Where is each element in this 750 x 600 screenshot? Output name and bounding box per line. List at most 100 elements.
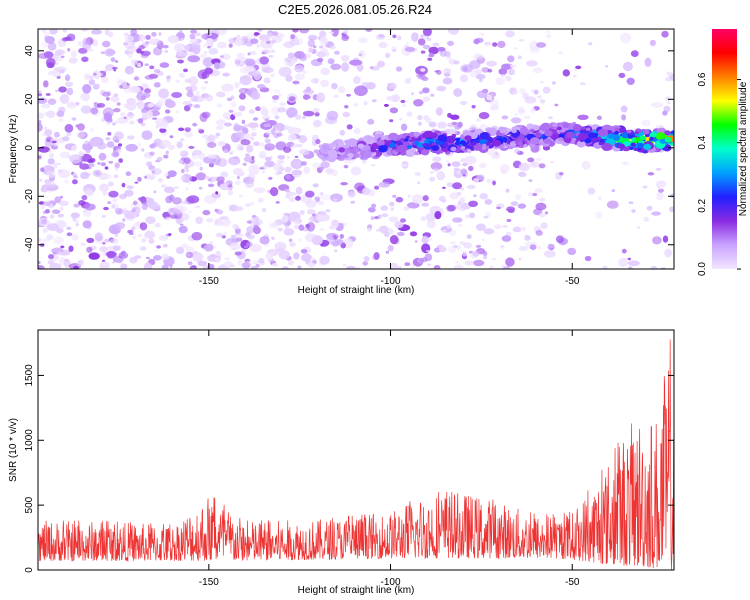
spectrogram-noise-blob	[409, 231, 418, 237]
spectrogram-noise-blob	[57, 168, 63, 173]
spectrogram-noise-blob	[140, 123, 146, 127]
spectrogram-y-axis-label: Frequency (Hz)	[8, 115, 19, 184]
spectrogram-noise-blob	[165, 195, 173, 204]
spectrogram-signal-blob	[454, 140, 461, 146]
spectrogram-noise-blob	[114, 139, 120, 143]
spectrogram-noise-blob	[40, 205, 45, 210]
spectrogram-noise-blob	[389, 201, 395, 207]
spectrogram-noise-blob	[162, 44, 169, 49]
spectrogram-signal-blob	[321, 144, 330, 151]
spectrogram-noise-blob	[286, 107, 298, 118]
spectrogram-noise-blob	[555, 235, 565, 243]
spectrogram-signal-blob	[470, 141, 477, 146]
spectrogram-noise-blob	[285, 174, 291, 180]
spectrogram-noise-blob	[326, 110, 339, 121]
spectrogram-noise-blob	[543, 250, 556, 258]
spectrogram-noise-blob	[550, 161, 554, 164]
spectrogram-noise-blob	[88, 162, 95, 168]
spectrogram-noise-blob	[491, 258, 497, 261]
spectrogram-noise-blob	[57, 251, 64, 256]
spectrogram-noise-blob	[122, 209, 129, 215]
spectrogram-noise-blob	[506, 218, 512, 223]
spectrogram-noise-blob	[389, 262, 399, 269]
spectrogram-noise-blob	[649, 39, 656, 47]
spectrogram-noise-blob	[180, 37, 185, 41]
spectrogram-noise-blob	[140, 95, 147, 101]
spectrogram-noise-blob	[407, 194, 411, 198]
spectrogram-noise-blob	[374, 64, 381, 71]
spectrogram-signal-blob	[617, 143, 625, 149]
spectrogram-signal-blob	[422, 142, 427, 147]
spectrogram-noise-blob	[577, 114, 589, 121]
spectrogram-noise-blob	[402, 163, 408, 168]
spectrogram-noise-blob	[404, 78, 411, 84]
spectrogram-noise-blob	[123, 194, 127, 197]
spectrogram-noise-blob	[195, 172, 207, 181]
spectrogram-signal-blob	[530, 137, 540, 145]
spectrogram-noise-blob	[479, 162, 487, 169]
spectrogram-noise-blob	[518, 39, 524, 42]
spectrogram-noise-blob	[517, 55, 523, 60]
spectrogram-noise-blob	[183, 44, 191, 51]
spectrogram-noise-blob	[272, 95, 280, 100]
spectrogram-noise-blob	[49, 29, 58, 35]
spectrogram-noise-blob	[245, 203, 251, 207]
spectrogram-noise-blob	[191, 231, 203, 241]
spectrogram-noise-blob	[320, 161, 330, 169]
spectrogram-noise-blob	[176, 219, 182, 225]
spectrogram-signal-blob	[405, 148, 417, 156]
spectrogram-noise-blob	[453, 88, 463, 97]
spectrogram-noise-blob	[131, 235, 137, 240]
spectrogram-noise-blob	[153, 249, 159, 252]
spectrogram-noise-blob	[482, 88, 489, 94]
spectrogram-noise-blob	[85, 149, 91, 154]
spectrogram-noise-blob	[452, 217, 463, 223]
spectrogram-noise-blob	[41, 29, 47, 33]
spectrogram-noise-blob	[124, 189, 134, 197]
spectrogram-signal-blob	[362, 151, 372, 159]
spectrogram-noise-blob	[113, 69, 116, 72]
spectrogram-noise-blob	[427, 237, 433, 242]
spectrogram-noise-blob	[168, 145, 175, 150]
spectrogram-noise-blob	[44, 126, 47, 130]
spectrogram-noise-blob	[110, 57, 116, 62]
spectrogram-noise-blob	[183, 68, 188, 73]
spectrogram-noise-blob	[552, 81, 556, 85]
spectrogram-noise-blob	[352, 76, 361, 85]
spectrogram-noise-blob	[184, 78, 191, 83]
spectrogram-noise-blob	[51, 166, 55, 170]
spectrogram-noise-blob	[436, 171, 446, 181]
spectrogram-noise-blob	[69, 154, 82, 164]
spectrogram-noise-blob	[627, 257, 632, 261]
spectrogram-signal-blob	[347, 152, 354, 159]
spectrogram-noise-blob	[123, 85, 133, 94]
spectrogram-noise-blob	[182, 213, 190, 221]
spectrogram-noise-blob	[437, 121, 447, 129]
spectrogram-noise-blob	[514, 148, 521, 154]
spectrogram-noise-blob	[124, 65, 134, 75]
spectrogram-noise-blob	[185, 187, 189, 191]
spectrogram-noise-blob	[189, 33, 196, 40]
spectrogram-noise-blob	[665, 96, 671, 101]
spectrogram-noise-blob	[422, 29, 432, 37]
spectrogram-signal-blob	[385, 143, 390, 147]
spectrogram-noise-blob	[127, 229, 134, 234]
spectrogram-noise-blob	[518, 106, 525, 113]
spectrogram-signal-blob	[562, 122, 570, 129]
spectrogram-noise-blob	[143, 173, 156, 180]
spectrogram-noise-blob	[264, 160, 275, 168]
spectrogram-noise-blob	[581, 160, 591, 170]
spectrogram-noise-blob	[343, 164, 349, 169]
spectrogram-noise-blob	[436, 69, 442, 75]
spectrogram-noise-blob	[114, 162, 120, 169]
spectrogram-noise-blob	[201, 86, 207, 91]
spectrogram-noise-blob	[188, 145, 195, 149]
spectrogram-noise-blob	[188, 210, 192, 214]
spectrogram-noise-blob	[471, 105, 476, 109]
spectrogram-noise-blob	[422, 96, 431, 102]
spectrogram-noise-blob	[483, 228, 495, 235]
spectrogram-signal-blob	[540, 122, 551, 131]
spectrogram-noise-blob	[275, 127, 279, 131]
spectrogram-noise-blob	[102, 40, 111, 48]
spectrogram-noise-blob	[264, 118, 270, 122]
